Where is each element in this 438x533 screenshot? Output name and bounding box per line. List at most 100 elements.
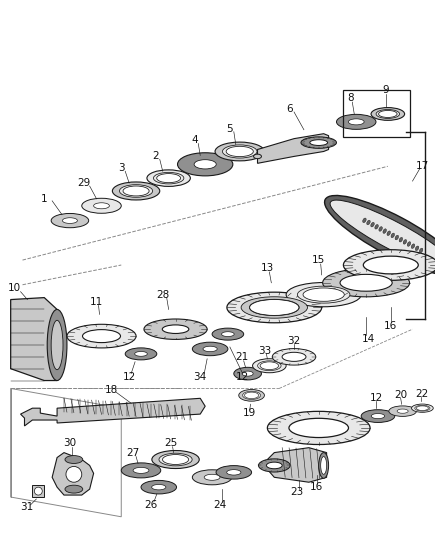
Text: 6: 6	[286, 104, 293, 114]
Ellipse shape	[203, 346, 217, 352]
Ellipse shape	[134, 351, 147, 356]
Ellipse shape	[123, 186, 149, 196]
Ellipse shape	[272, 349, 316, 365]
Polygon shape	[21, 398, 205, 426]
Ellipse shape	[391, 233, 395, 238]
Ellipse shape	[301, 137, 336, 148]
Ellipse shape	[222, 332, 234, 336]
Ellipse shape	[336, 115, 376, 130]
Ellipse shape	[319, 453, 328, 478]
Text: 20: 20	[394, 390, 407, 400]
Ellipse shape	[82, 329, 120, 343]
Ellipse shape	[204, 474, 220, 480]
Ellipse shape	[395, 235, 399, 240]
Ellipse shape	[371, 108, 405, 120]
Text: 16: 16	[310, 482, 323, 492]
Text: 21: 21	[235, 352, 248, 362]
Ellipse shape	[254, 154, 261, 159]
Ellipse shape	[417, 406, 428, 410]
Ellipse shape	[363, 218, 366, 223]
Text: 31: 31	[20, 502, 33, 512]
Ellipse shape	[244, 392, 259, 399]
Ellipse shape	[153, 172, 184, 184]
Ellipse shape	[51, 320, 63, 370]
Text: 19: 19	[243, 408, 256, 418]
Ellipse shape	[348, 119, 364, 125]
Ellipse shape	[192, 342, 228, 356]
Ellipse shape	[120, 184, 153, 197]
Ellipse shape	[242, 371, 253, 376]
Ellipse shape	[286, 282, 361, 307]
Ellipse shape	[415, 405, 430, 411]
Ellipse shape	[371, 414, 385, 418]
Text: 23: 23	[290, 487, 304, 497]
Text: 30: 30	[64, 438, 77, 448]
Circle shape	[34, 487, 42, 495]
Text: 17: 17	[416, 161, 429, 171]
Ellipse shape	[310, 140, 328, 146]
Ellipse shape	[234, 367, 261, 380]
Ellipse shape	[375, 224, 378, 229]
Ellipse shape	[133, 467, 149, 473]
Ellipse shape	[260, 362, 279, 369]
Ellipse shape	[147, 170, 191, 187]
Text: 29: 29	[77, 178, 90, 188]
Ellipse shape	[363, 256, 418, 274]
Text: 12: 12	[123, 372, 136, 382]
Ellipse shape	[192, 470, 232, 485]
Text: 24: 24	[213, 500, 226, 510]
Ellipse shape	[152, 484, 166, 490]
Text: 25: 25	[164, 438, 177, 448]
Ellipse shape	[113, 182, 160, 200]
Ellipse shape	[159, 453, 192, 466]
Ellipse shape	[121, 463, 161, 478]
Ellipse shape	[241, 297, 307, 318]
Ellipse shape	[62, 218, 78, 223]
Ellipse shape	[297, 286, 350, 303]
Text: 14: 14	[361, 334, 375, 344]
Text: 22: 22	[415, 390, 428, 399]
Ellipse shape	[258, 361, 281, 370]
Ellipse shape	[239, 390, 265, 401]
Ellipse shape	[243, 391, 261, 399]
Ellipse shape	[376, 109, 399, 118]
Ellipse shape	[378, 110, 397, 117]
Ellipse shape	[303, 288, 344, 301]
Ellipse shape	[323, 269, 410, 297]
Text: 3: 3	[118, 163, 124, 173]
Text: 1: 1	[41, 194, 48, 204]
Ellipse shape	[371, 222, 374, 227]
Text: 11: 11	[90, 296, 103, 306]
Text: 27: 27	[127, 448, 140, 458]
Text: 5: 5	[226, 124, 233, 134]
Text: 10: 10	[8, 282, 21, 293]
Ellipse shape	[379, 227, 382, 231]
Polygon shape	[32, 485, 44, 497]
Ellipse shape	[47, 310, 67, 381]
Text: 15: 15	[312, 255, 325, 265]
Text: 18: 18	[105, 385, 118, 395]
Text: 32: 32	[287, 336, 300, 346]
Ellipse shape	[51, 213, 88, 228]
Ellipse shape	[367, 220, 370, 225]
Ellipse shape	[177, 153, 233, 176]
Ellipse shape	[415, 246, 419, 251]
Ellipse shape	[419, 248, 423, 253]
Ellipse shape	[162, 455, 189, 464]
Ellipse shape	[125, 348, 157, 360]
Ellipse shape	[411, 244, 415, 248]
Ellipse shape	[226, 147, 253, 157]
Polygon shape	[11, 297, 57, 381]
Polygon shape	[52, 453, 94, 495]
Text: 26: 26	[144, 500, 158, 510]
Ellipse shape	[223, 145, 257, 158]
Ellipse shape	[361, 410, 395, 423]
Ellipse shape	[330, 200, 438, 271]
Polygon shape	[267, 448, 327, 482]
Ellipse shape	[162, 325, 189, 334]
Ellipse shape	[141, 480, 177, 494]
Ellipse shape	[412, 404, 433, 413]
Ellipse shape	[289, 418, 349, 438]
Ellipse shape	[340, 274, 392, 291]
Ellipse shape	[65, 456, 83, 464]
